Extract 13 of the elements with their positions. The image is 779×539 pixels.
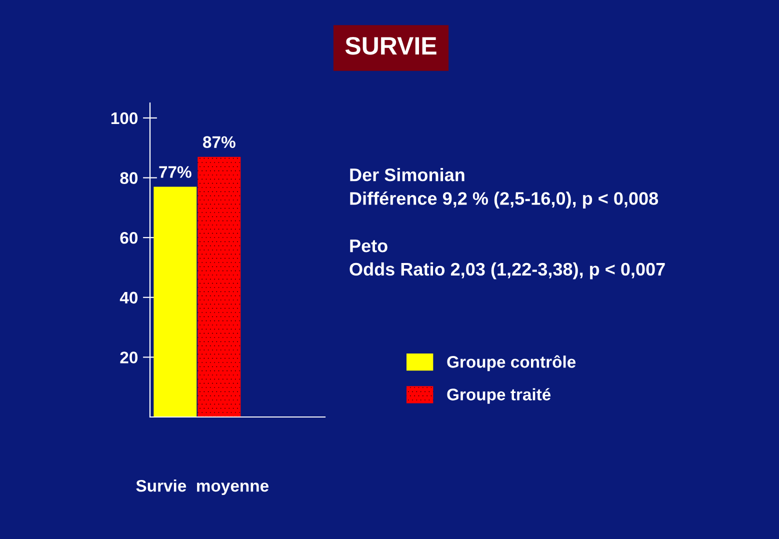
data-label: 77% (159, 166, 192, 178)
y-tick-label: 80 (120, 172, 138, 184)
y-tick-label: 60 (120, 232, 138, 244)
text: SURVIE (345, 37, 436, 55)
text: Peto Odds Ratio 2,03 (1,22-3,38), p < 0,007 (350, 240, 665, 280)
legend-label: Groupe traité (447, 388, 551, 404)
y-tick-label: 100 (111, 112, 138, 124)
legend-label: Groupe contrôle (447, 355, 576, 372)
y-tick-label: 40 (120, 292, 138, 304)
text: Der Simonian Différence 9,2 % (2,5-16,0), p < 0,008 (350, 168, 658, 208)
data-label: 87% (203, 136, 236, 148)
x-tick-label: Survie moyenne (136, 480, 269, 496)
y-tick-label: 20 (120, 352, 138, 364)
